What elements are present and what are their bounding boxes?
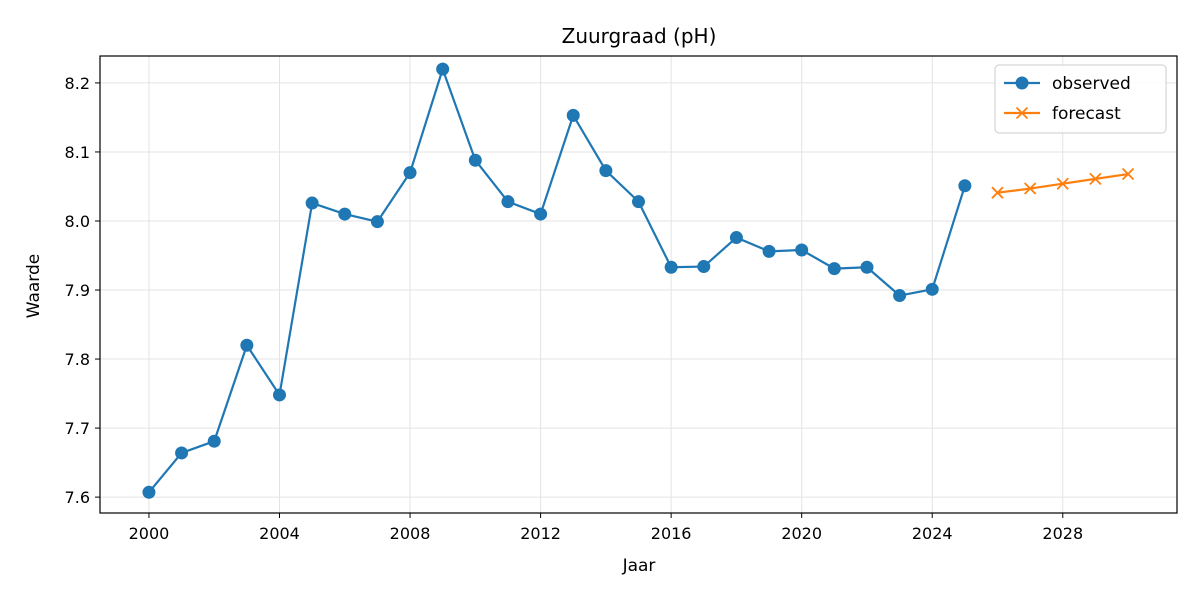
- data-point: [664, 260, 678, 274]
- data-point: [795, 243, 809, 257]
- y-tick-label: 7.8: [65, 350, 90, 369]
- y-tick-label: 7.7: [65, 419, 90, 438]
- x-tick-label: 2012: [520, 524, 561, 543]
- legend-item-forecast: forecast: [1004, 104, 1121, 124]
- y-axis-title: Waarde: [24, 254, 44, 319]
- marker-stroke: [1015, 106, 1029, 120]
- legend-item-observed: observed: [1004, 74, 1131, 94]
- y-tick-label: 7.6: [65, 488, 90, 507]
- y-tick-label: 8.2: [65, 74, 90, 93]
- x-tick-label: 2020: [781, 524, 822, 543]
- axis-ticks: 2000 2004 2008 2012 2016 2020 2024 2028 7.6 7.7 7.…: [65, 74, 1084, 543]
- legend-label: forecast: [1052, 104, 1121, 124]
- data-point: [305, 196, 319, 210]
- data-point: [338, 207, 352, 221]
- series-line: [148, 68, 966, 493]
- data-point: [403, 166, 417, 180]
- x-tick-label: 2024: [912, 524, 953, 543]
- y-tick-label: 7.9: [65, 281, 90, 300]
- data-point: [501, 195, 515, 209]
- marker-stroke: [1056, 177, 1069, 190]
- data-point: [893, 289, 907, 303]
- chart-title: Zuurgraad (pH): [562, 24, 717, 48]
- data-point: [1089, 172, 1102, 186]
- legend-label: observed: [1052, 74, 1131, 94]
- data-point: [762, 244, 776, 258]
- data-point: [1015, 106, 1029, 120]
- x-tick-label: 2028: [1042, 524, 1083, 543]
- x-tick-label: 2016: [651, 524, 692, 543]
- data-point: [142, 485, 156, 499]
- data-point: [991, 186, 1004, 199]
- series-layer: [142, 62, 1135, 499]
- data-point: [273, 388, 286, 402]
- data-point: [958, 179, 972, 193]
- y-tick-label: 8.1: [65, 143, 90, 162]
- data-point: [1015, 76, 1029, 90]
- data-point: [729, 231, 743, 245]
- x-tick-label: 2004: [259, 524, 300, 543]
- plot-area-frame: [99, 55, 1178, 514]
- data-point: [632, 195, 645, 209]
- data-point: [827, 262, 841, 276]
- marker-stroke: [1089, 172, 1102, 186]
- x-tick-label: 2000: [129, 524, 170, 543]
- data-point: [925, 282, 939, 296]
- data-point: [1056, 177, 1069, 190]
- data-point: [566, 108, 580, 122]
- marker-stroke: [991, 186, 1004, 199]
- data-point: [207, 434, 221, 448]
- data-point: [1121, 167, 1135, 181]
- grid: [100, 56, 1177, 513]
- marker-stroke: [1023, 182, 1037, 195]
- data-point: [175, 446, 189, 460]
- data-point: [240, 338, 254, 352]
- data-point: [468, 153, 482, 167]
- data-point: [697, 260, 711, 274]
- marker-stroke: [1121, 167, 1135, 181]
- data-point: [436, 62, 450, 76]
- data-point: [370, 215, 384, 229]
- x-tick-label: 2008: [390, 524, 431, 543]
- series-observed: [142, 62, 972, 499]
- data-point: [534, 207, 548, 221]
- data-point: [1023, 182, 1037, 195]
- series-forecast: [991, 167, 1135, 199]
- y-tick-label: 8.0: [65, 212, 90, 231]
- x-axis-title: Jaar: [622, 556, 656, 576]
- legend: observed forecast: [994, 64, 1167, 134]
- data-point: [860, 260, 874, 274]
- data-point: [599, 164, 613, 178]
